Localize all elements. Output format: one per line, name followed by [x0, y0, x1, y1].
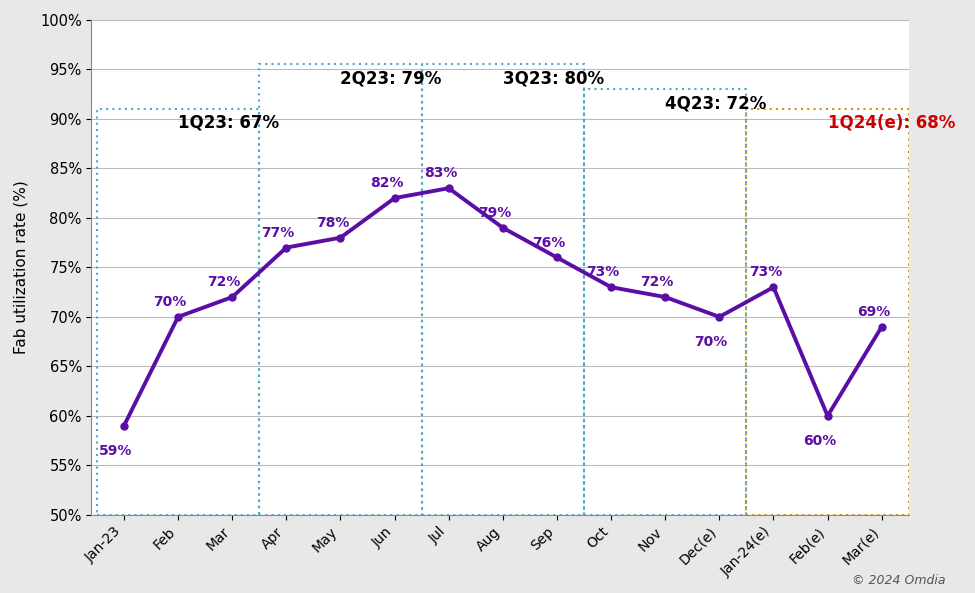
Text: 82%: 82%	[370, 176, 404, 190]
Text: 60%: 60%	[802, 433, 837, 448]
Bar	[421, 65, 584, 515]
Text: 3Q23: 80%: 3Q23: 80%	[503, 69, 604, 87]
Text: 73%: 73%	[586, 265, 619, 279]
Text: 59%: 59%	[99, 444, 133, 458]
Text: 77%: 77%	[261, 226, 294, 240]
Bar	[747, 109, 909, 515]
Y-axis label: Fab utilization rate (%): Fab utilization rate (%)	[14, 180, 29, 354]
Text: 1Q24(e): 68%: 1Q24(e): 68%	[828, 114, 955, 132]
Text: 83%: 83%	[424, 166, 457, 180]
Text: 72%: 72%	[208, 275, 241, 289]
Text: 2Q23: 79%: 2Q23: 79%	[340, 69, 442, 87]
Text: 70%: 70%	[694, 334, 728, 349]
Bar	[97, 109, 259, 515]
Text: 72%: 72%	[641, 275, 674, 289]
Text: 4Q23: 72%: 4Q23: 72%	[665, 94, 766, 112]
Text: 78%: 78%	[316, 216, 349, 229]
Text: 73%: 73%	[749, 265, 782, 279]
Text: 76%: 76%	[532, 235, 566, 250]
Text: 79%: 79%	[478, 206, 511, 220]
Bar	[584, 89, 747, 515]
Text: 69%: 69%	[857, 305, 890, 319]
Bar	[259, 65, 421, 515]
Text: 1Q23: 67%: 1Q23: 67%	[178, 114, 279, 132]
Text: 70%: 70%	[153, 295, 186, 309]
Text: © 2024 Omdia: © 2024 Omdia	[852, 574, 946, 587]
